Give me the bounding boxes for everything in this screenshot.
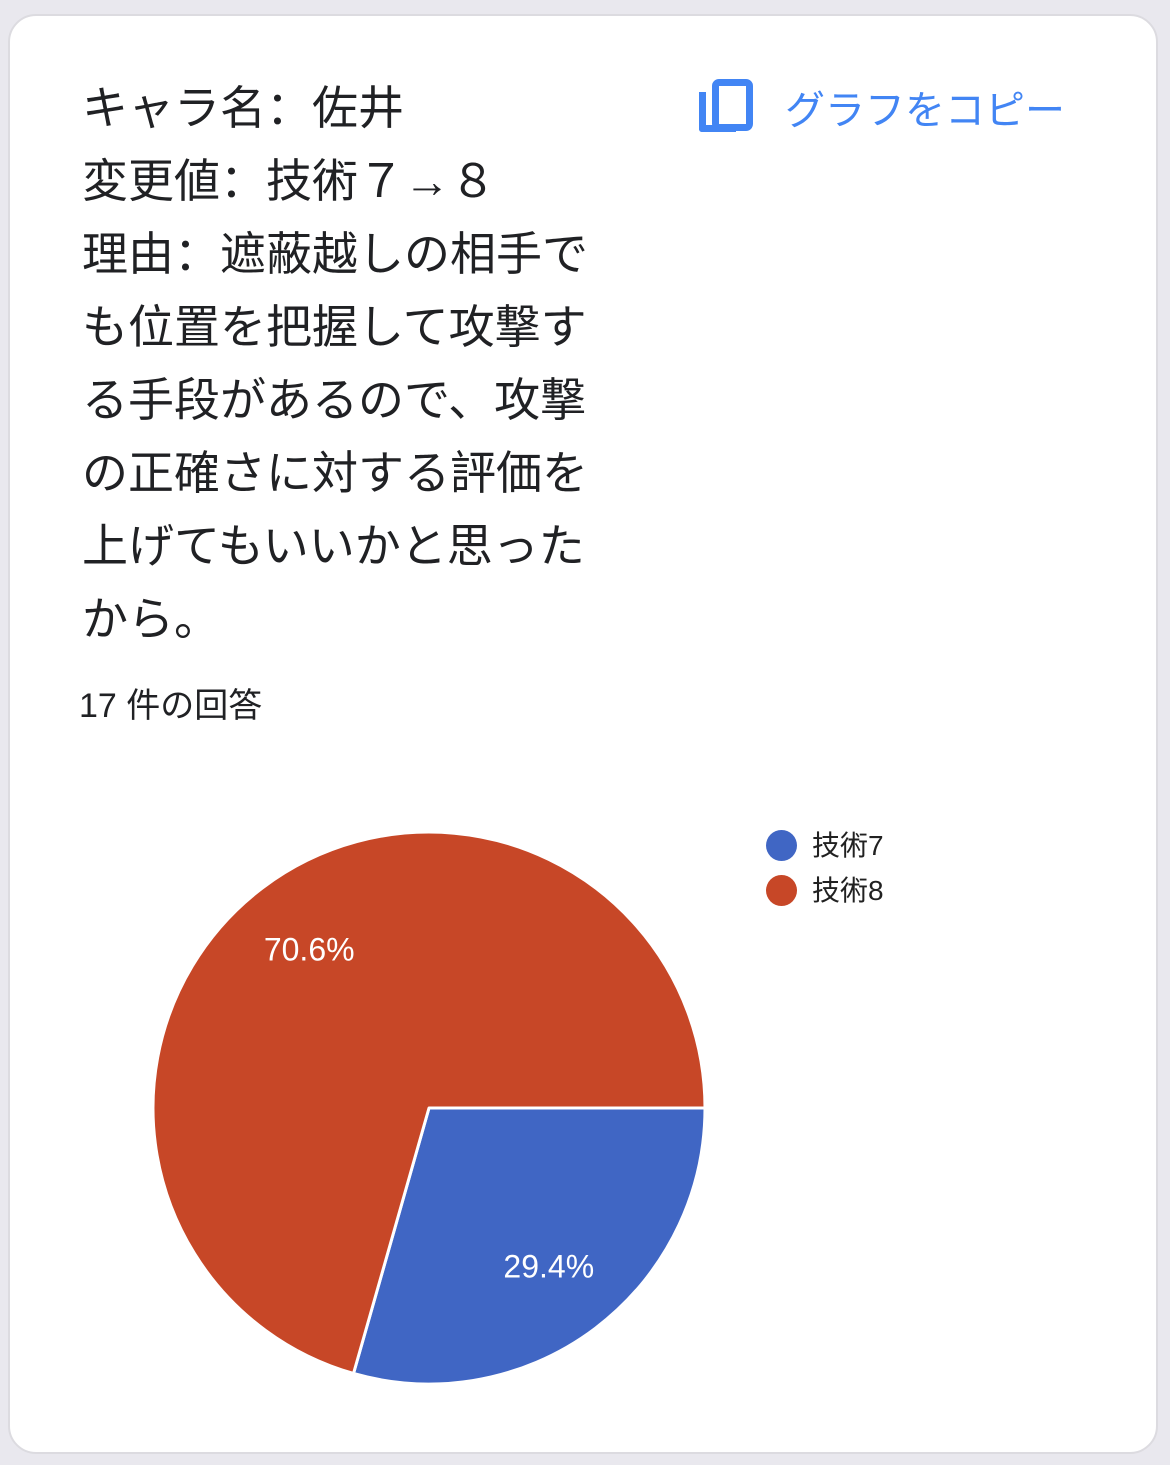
legend-label-tech7: 技術7 xyxy=(812,830,884,861)
responses-count: 17 件の回答 xyxy=(79,687,263,725)
legend-dot-tech8 xyxy=(766,875,797,906)
pie-slice-1 xyxy=(151,830,707,1375)
legend-item-tech8: 技術8 xyxy=(766,875,884,906)
legend-label-tech8: 技術8 xyxy=(812,875,884,906)
legend-item-tech7: 技術7 xyxy=(766,830,884,861)
pie-label-1: 70.6% xyxy=(264,931,355,967)
chart-legend: 技術7 技術8 xyxy=(766,830,884,906)
copy-chart-label: グラフをコピー xyxy=(785,89,1065,133)
copy-chart-button[interactable]: グラフをコピー xyxy=(699,78,1065,136)
pie-slice-0 xyxy=(352,1106,707,1386)
results-card: キャラ名：佐井 変更値：技術７→８ 理由：遮蔽越しの相手で も位置を把握して攻撃… xyxy=(8,14,1158,1454)
question-title: キャラ名：佐井 変更値：技術７→８ 理由：遮蔽越しの相手で も位置を把握して攻撃… xyxy=(82,82,588,645)
legend-dot-tech7 xyxy=(766,830,797,861)
pie-label-0: 29.4% xyxy=(503,1249,594,1285)
pie-chart: 29.4% 70.6% xyxy=(151,830,707,1386)
copy-icon xyxy=(699,79,753,135)
copy-icon-front-sheet xyxy=(712,79,753,131)
